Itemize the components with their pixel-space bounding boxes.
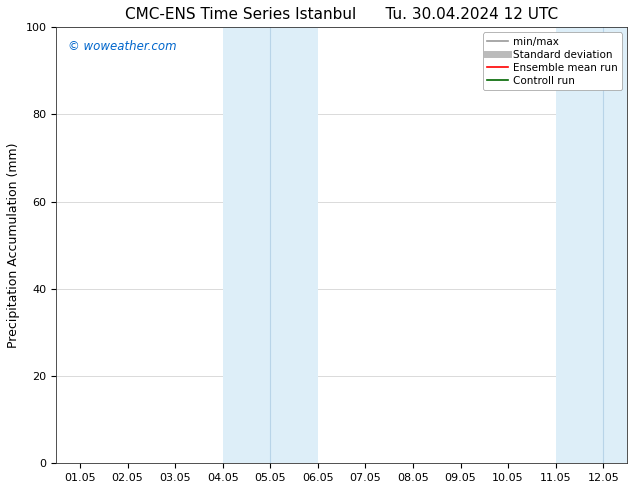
Bar <box>556 27 627 464</box>
Text: © woweather.com: © woweather.com <box>68 40 176 53</box>
Legend: min/max, Standard deviation, Ensemble mean run, Controll run: min/max, Standard deviation, Ensemble me… <box>482 32 622 90</box>
Title: CMC-ENS Time Series Istanbul      Tu. 30.04.2024 12 UTC: CMC-ENS Time Series Istanbul Tu. 30.04.2… <box>125 7 558 22</box>
Y-axis label: Precipitation Accumulation (mm): Precipitation Accumulation (mm) <box>7 143 20 348</box>
Bar <box>223 27 318 464</box>
